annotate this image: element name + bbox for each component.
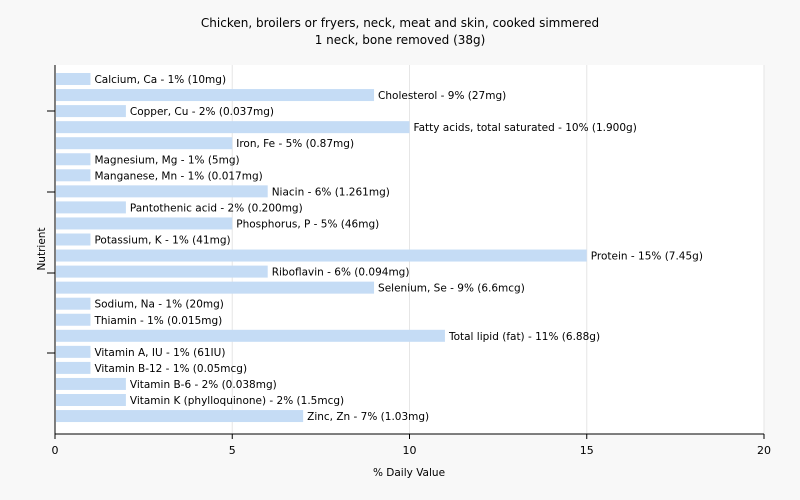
x-tick-label: 20	[757, 444, 771, 457]
bar-label: Thiamin - 1% (0.015mg)	[93, 315, 222, 327]
bar	[56, 153, 91, 166]
bar-label: Riboflavin - 6% (0.094mg)	[272, 267, 410, 279]
bar-label: Sodium, Na - 1% (20mg)	[94, 299, 223, 311]
bar	[56, 361, 91, 374]
bar-label: Vitamin B-12 - 1% (0.05mcg)	[94, 363, 247, 375]
bar-label: Vitamin K (phylloquinone) - 2% (1.5mcg)	[130, 395, 344, 407]
bar	[56, 394, 126, 406]
bar-label: Potassium, K - 1% (41mg)	[94, 235, 230, 247]
bar-label: Copper, Cu - 2% (0.037mg)	[130, 106, 274, 118]
bar-labels: Calcium, Ca - 1% (10mg) Cholesterol - 9% …	[93, 74, 702, 423]
bar	[56, 249, 587, 262]
x-tick-label: 5	[229, 444, 236, 457]
bar-label: Cholesterol - 9% (27mg)	[378, 90, 506, 102]
bar-label: Total lipid (fat) - 11% (6.88g)	[448, 331, 600, 343]
bar-label: Phosphorus, P - 5% (46mg)	[236, 218, 379, 230]
chart-title: Chicken, broilers or fryers, neck, meat …	[201, 16, 599, 30]
x-tick-labels: 0 5 10 15 20	[52, 444, 772, 457]
bar-label: Fatty acids, total saturated - 10% (1.90…	[414, 122, 637, 134]
bar	[56, 169, 91, 182]
bar	[56, 73, 91, 85]
bar-label: Niacin - 6% (1.261mg)	[272, 186, 390, 198]
bar-label: Manganese, Mn - 1% (0.017mg)	[94, 170, 262, 182]
bar-label: Vitamin A, IU - 1% (61IU)	[94, 347, 225, 359]
bar	[56, 217, 233, 230]
bar	[56, 137, 233, 150]
bar-label: Magnesium, Mg - 1% (5mg)	[94, 154, 239, 166]
bar	[56, 233, 91, 246]
bar	[56, 313, 91, 326]
bar-label: Protein - 15% (7.45g)	[591, 251, 703, 263]
bar-series	[56, 73, 587, 423]
bar-label: Zinc, Zn - 7% (1.03mg)	[307, 411, 429, 423]
chart-subtitle: 1 neck, bone removed (38g)	[315, 33, 486, 47]
bar	[56, 185, 268, 198]
bar-label: Selenium, Se - 9% (6.6mcg)	[378, 283, 525, 295]
bar	[56, 410, 304, 423]
bar	[56, 345, 91, 358]
bar-label: Pantothenic acid - 2% (0.200mg)	[130, 202, 303, 214]
bar-label: Iron, Fe - 5% (0.87mg)	[236, 138, 354, 150]
x-axis-title: % Daily Value	[373, 467, 445, 479]
bar	[56, 105, 126, 118]
bar	[56, 377, 126, 390]
bar-label: Vitamin B-6 - 2% (0.038mg)	[130, 379, 277, 391]
axes	[47, 65, 765, 439]
bar	[56, 281, 375, 294]
y-axis-title: Nutrient	[36, 227, 48, 270]
bar	[56, 89, 375, 102]
x-tick-label: 10	[403, 444, 417, 457]
bar	[56, 265, 268, 278]
x-tick-label: 0	[52, 444, 59, 457]
bar	[56, 121, 410, 134]
x-tick-label: 15	[580, 444, 594, 457]
bar	[56, 329, 445, 342]
bar	[56, 297, 91, 310]
bar-label: Calcium, Ca - 1% (10mg)	[94, 74, 226, 86]
bar	[56, 201, 126, 214]
